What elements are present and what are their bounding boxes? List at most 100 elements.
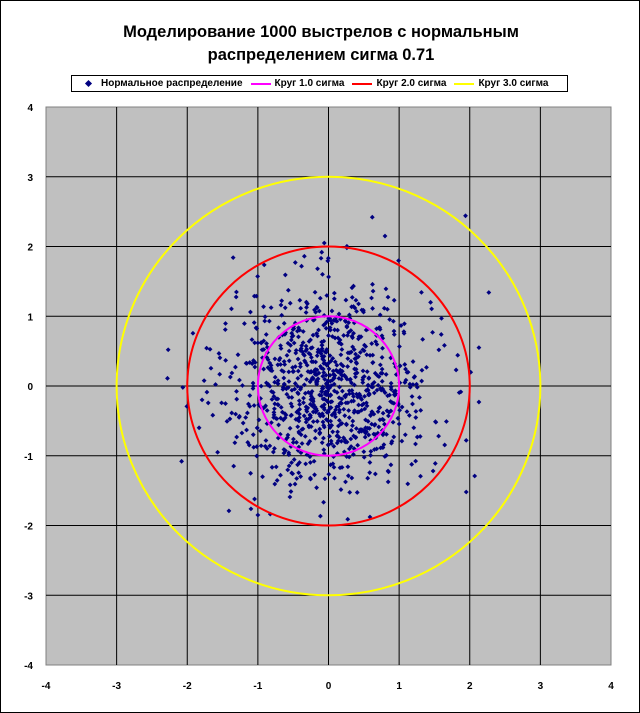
data-point <box>331 296 337 302</box>
data-point <box>319 404 325 409</box>
data-point <box>351 382 357 388</box>
data-point <box>325 378 331 384</box>
data-point <box>294 439 299 445</box>
data-point <box>296 398 302 404</box>
data-point <box>331 381 337 387</box>
data-point <box>348 358 354 364</box>
data-point <box>321 353 327 359</box>
data-point <box>397 363 403 369</box>
data-point <box>255 273 261 279</box>
data-point <box>444 419 449 424</box>
data-point <box>278 362 283 367</box>
data-point <box>331 464 337 470</box>
data-point <box>353 360 359 365</box>
data-point <box>261 347 267 352</box>
data-point <box>359 307 365 313</box>
data-point <box>354 308 359 314</box>
data-point <box>350 391 355 396</box>
data-point <box>369 295 374 301</box>
data-point <box>310 359 316 365</box>
data-point <box>300 340 306 346</box>
data-point <box>393 372 399 377</box>
data-point <box>323 389 329 395</box>
data-point <box>379 355 385 360</box>
data-point <box>325 392 331 398</box>
data-point <box>318 255 324 261</box>
data-point <box>353 351 358 357</box>
data-point <box>281 320 287 326</box>
data-point <box>363 388 369 393</box>
data-point <box>399 404 405 410</box>
data-point <box>302 433 308 439</box>
data-point <box>419 289 424 295</box>
data-point <box>308 391 314 397</box>
data-point <box>391 332 397 337</box>
x-tick-label: 1 <box>396 681 402 692</box>
data-point <box>234 396 240 402</box>
data-point <box>335 335 341 341</box>
data-point <box>319 249 325 255</box>
data-point <box>349 304 355 310</box>
data-point <box>336 376 342 381</box>
data-point <box>271 409 277 415</box>
data-point <box>366 375 372 381</box>
data-point <box>282 272 288 278</box>
data-point <box>356 301 361 307</box>
data-point <box>304 305 309 310</box>
data-point <box>315 266 320 272</box>
data-point <box>419 378 425 384</box>
data-point <box>325 255 331 261</box>
data-point <box>314 485 320 491</box>
data-point <box>295 375 301 381</box>
data-point <box>334 433 340 438</box>
data-point <box>309 376 315 382</box>
data-point <box>389 439 395 444</box>
data-point <box>263 332 269 337</box>
data-point <box>385 413 391 419</box>
data-point <box>367 426 372 431</box>
data-point <box>486 290 492 295</box>
data-point <box>472 473 478 479</box>
data-point <box>321 435 326 441</box>
data-point <box>262 314 268 320</box>
data-point <box>331 410 337 415</box>
legend-label-circle-1: Круг 1.0 сигма <box>274 78 345 89</box>
data-point <box>269 396 275 402</box>
data-point <box>281 450 287 456</box>
data-point <box>230 255 236 261</box>
data-point <box>341 449 347 455</box>
data-point <box>374 341 380 347</box>
data-point <box>361 454 367 460</box>
data-point <box>278 472 283 478</box>
data-point <box>320 419 326 425</box>
data-point <box>359 427 365 433</box>
data-point <box>296 415 302 420</box>
data-point <box>409 461 415 467</box>
data-point <box>330 429 336 435</box>
data-point <box>313 428 318 434</box>
data-point <box>199 397 205 403</box>
data-point <box>432 461 438 466</box>
data-point <box>222 327 228 333</box>
data-point <box>344 422 349 428</box>
data-point <box>255 340 261 346</box>
data-point <box>239 430 245 436</box>
data-point <box>391 328 397 334</box>
data-point <box>314 418 320 424</box>
data-point <box>370 281 375 287</box>
data-point <box>354 490 360 495</box>
data-point <box>258 428 263 434</box>
data-point <box>363 344 369 349</box>
data-point <box>267 360 273 366</box>
data-point <box>322 396 327 402</box>
data-point <box>229 306 234 312</box>
data-point <box>319 339 325 345</box>
data-point <box>334 362 340 368</box>
data-point <box>418 473 423 479</box>
data-point <box>287 494 293 500</box>
legend-label-points: Нормальное распределение <box>101 78 243 89</box>
data-point <box>430 468 436 474</box>
legend-label-circle-2: Круг 2.0 сигма <box>376 78 447 89</box>
data-point <box>349 333 355 339</box>
